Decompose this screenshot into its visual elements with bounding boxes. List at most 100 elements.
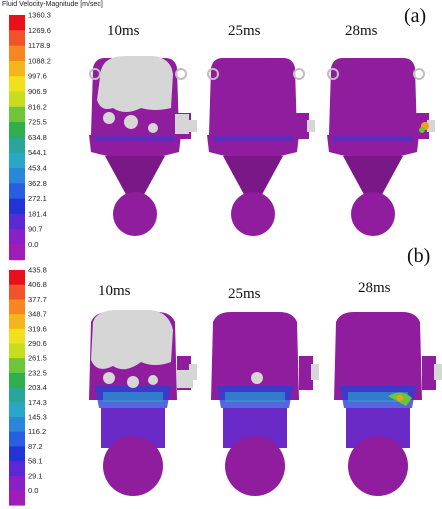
simulation-a-2 — [327, 58, 435, 236]
side-port — [427, 120, 435, 132]
ball — [225, 436, 285, 496]
side-box — [299, 356, 313, 390]
panel-label-a: (a) — [404, 5, 426, 27]
droplet — [103, 112, 115, 124]
gate-flow — [225, 392, 285, 402]
colorbar-tick-label: 725.5 — [28, 118, 47, 127]
colorbar-tick-label: 816.2 — [28, 102, 47, 111]
colorbar-segment — [9, 229, 25, 245]
hot-spot — [397, 395, 403, 401]
colorbar-segment — [9, 137, 25, 154]
fluid-side — [175, 114, 189, 134]
colorbar-segment — [9, 343, 25, 359]
air-pocket — [251, 372, 263, 384]
lug-right — [413, 68, 425, 80]
colorbar-tick-label: 435.8 — [28, 266, 47, 275]
colorbar-segment — [9, 284, 25, 300]
colorbar-segment — [9, 213, 25, 230]
colorbar-segment — [9, 431, 25, 447]
colorbar-tick-label: 406.8 — [28, 280, 47, 289]
colorbar-segment — [9, 152, 25, 169]
colorbar-tick-label: 348.7 — [28, 310, 47, 319]
colorbar-segment — [9, 461, 25, 477]
colorbar-segment — [9, 299, 25, 315]
panel-label-b: (b) — [407, 245, 430, 267]
lug-left — [207, 68, 219, 80]
ball — [113, 192, 157, 236]
funnel — [105, 156, 165, 200]
colorbar-tick-label: 906.9 — [28, 87, 47, 96]
colorbar-segment — [9, 387, 25, 403]
colorbar-segment — [9, 372, 25, 388]
colorbar-tick-label: 634.8 — [28, 133, 47, 142]
colorbar-segment — [9, 328, 25, 344]
colorbar-segment — [9, 490, 25, 506]
hot-spot — [419, 127, 425, 133]
colorbar-tick-label: 181.4 — [28, 209, 47, 218]
droplet — [127, 376, 139, 388]
colorbar-tick-label: 261.5 — [28, 354, 47, 363]
colorbar-segment — [9, 314, 25, 330]
simulation-a-0 — [89, 56, 197, 236]
body — [327, 135, 419, 156]
chamber — [334, 312, 422, 400]
side-port — [434, 364, 442, 380]
colorbar-tick-label: 544.1 — [28, 148, 47, 157]
gate-flow — [348, 392, 408, 402]
colorbar-tick-label: 290.6 — [28, 339, 47, 348]
lug-left — [327, 68, 339, 80]
colorbar-tick-label: 87.2 — [28, 442, 43, 451]
chamber — [211, 312, 299, 400]
colorbar-tick-label: 272.1 — [28, 194, 47, 203]
time-label: 10ms — [98, 283, 131, 299]
colorbar-tick-label: 58.1 — [28, 457, 43, 466]
lug-right — [175, 68, 187, 80]
colorbar-tick-label: 1178.9 — [28, 41, 50, 50]
colorbar-segment — [9, 122, 25, 138]
ball — [103, 436, 163, 496]
lug-right — [293, 68, 305, 80]
gate-flow — [103, 392, 163, 402]
colorbar-segment — [9, 76, 25, 92]
time-label: 10ms — [107, 23, 140, 39]
gate-band — [95, 136, 175, 142]
colorbar-segment — [9, 15, 25, 31]
simulation-b-1 — [211, 312, 319, 496]
chamber — [209, 58, 297, 135]
colorbar-segment — [9, 91, 25, 108]
colorbar-tick-label: 1360.3 — [28, 11, 51, 20]
colorbar-tick-label: 203.4 — [28, 383, 47, 392]
colorbar-segment — [9, 417, 25, 433]
colorbar-tick-label: 116.2 — [28, 427, 46, 436]
colorbar-b: 435.8 406.8 377.7 348.7 319.6 290.6 261.5 232.5… — [9, 266, 47, 506]
colorbar-tick-label: 0.0 — [28, 240, 38, 249]
colorbar-segment — [9, 446, 25, 462]
colorbar-segment — [9, 270, 25, 286]
colorbar-segment — [9, 402, 25, 418]
colorbar-segment — [9, 30, 25, 46]
time-label: 25ms — [228, 23, 261, 39]
colorbar-tick-label: 0.0 — [28, 486, 38, 495]
side-port — [189, 120, 197, 132]
time-label: 25ms — [228, 286, 261, 302]
chamber — [329, 58, 417, 135]
colorbar-segment — [9, 183, 25, 199]
simulation-b-2 — [334, 312, 442, 496]
colorbar-segment — [9, 244, 25, 261]
colorbar-tick-label: 1269.6 — [28, 26, 51, 35]
fluid-side — [177, 370, 193, 388]
colorbar-segment — [9, 475, 25, 491]
time-label: 28ms — [358, 280, 391, 296]
side-box — [295, 113, 309, 139]
colorbar-tick-label: 1088.2 — [28, 56, 51, 65]
colorbar-tick-label: 362.8 — [28, 179, 47, 188]
fluid-front — [91, 310, 173, 370]
colorbar-tick-label: 377.7 — [28, 295, 47, 304]
droplet — [148, 375, 158, 385]
colorbar-segment — [9, 358, 25, 374]
ball — [351, 192, 395, 236]
colorbar-segment — [9, 60, 25, 77]
ball — [231, 192, 275, 236]
simulation-b-0 — [89, 310, 197, 496]
